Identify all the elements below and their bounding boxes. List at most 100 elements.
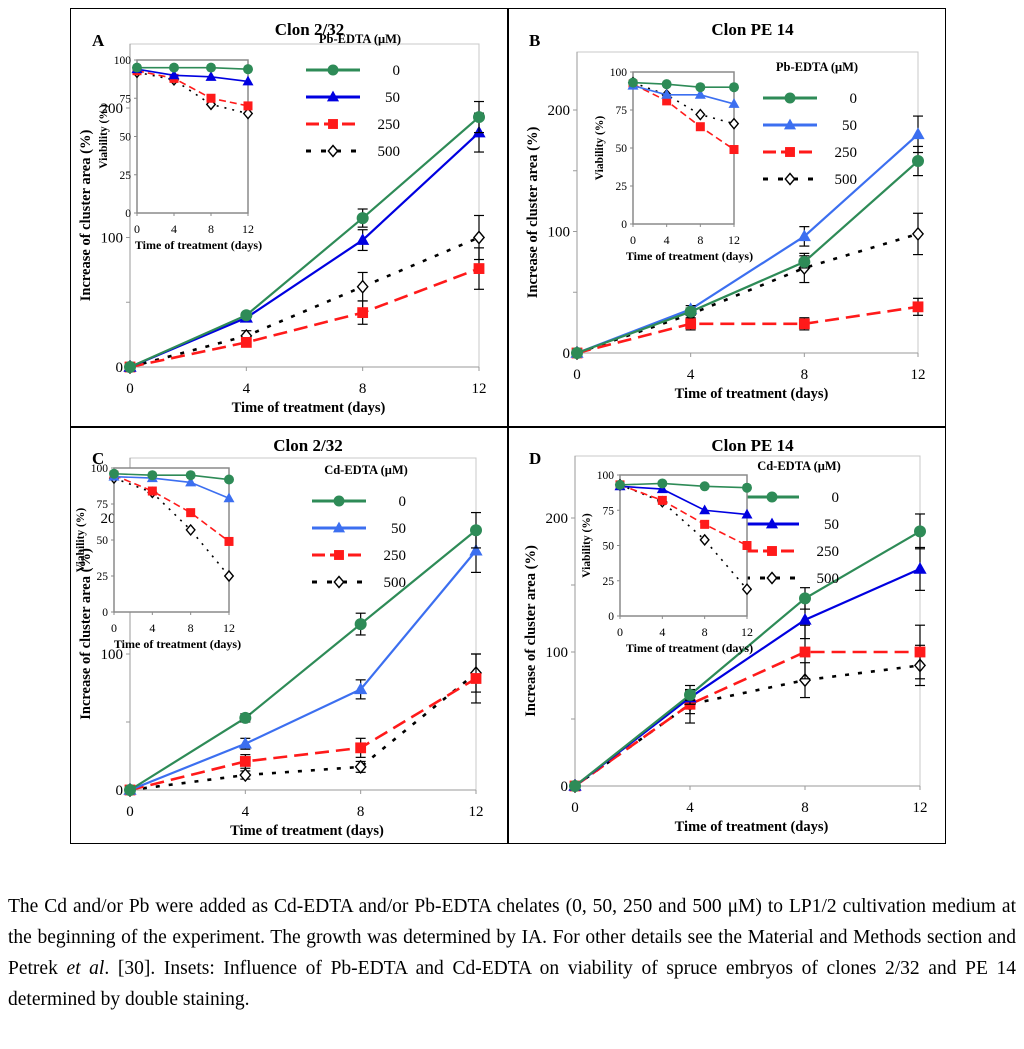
inset-plot-area (619, 474, 748, 617)
series-line-250 (576, 305, 919, 355)
series-0 (571, 145, 924, 359)
data-point (799, 646, 811, 658)
inset-plot-area (136, 59, 249, 214)
legend-label: 50 (385, 90, 400, 106)
data-point (239, 756, 251, 767)
legend-item-500: 500 (306, 144, 400, 160)
data-point (239, 711, 252, 724)
data-point (240, 309, 253, 322)
inset-data-point (109, 468, 119, 479)
inset-y-tick-label: 75 (616, 105, 628, 117)
inset-data-point (147, 486, 157, 496)
inset-y-tick-label: 50 (97, 535, 109, 547)
legend-item-250: 250 (306, 117, 400, 133)
x-tick-label: 12 (911, 367, 926, 383)
x-tick-label: 4 (687, 367, 695, 383)
legend-label: 250 (817, 544, 840, 560)
series-line-250 (129, 677, 477, 792)
inset-y-tick-label: 25 (616, 181, 628, 193)
data-point (239, 767, 252, 783)
inset-data-point (742, 482, 752, 493)
data-point (357, 307, 369, 319)
inset-series-0 (132, 62, 253, 75)
inset-y-tick-label: 75 (603, 505, 615, 517)
data-point (914, 525, 926, 538)
inset-x-tick-label: 12 (223, 621, 235, 635)
inset-data-point (695, 82, 706, 93)
inset-x-axis-label: Time of treatment (days) (626, 249, 753, 263)
chart-title: Clon 2/32 (273, 436, 342, 455)
legend-label: 500 (378, 144, 401, 160)
inset-data-point (243, 64, 253, 75)
figure-frame (70, 8, 946, 844)
legend-marker (765, 517, 779, 529)
inset-y-tick-label: 75 (120, 93, 132, 105)
inset-data-point (169, 62, 179, 73)
inset-data-point (741, 583, 753, 596)
inset-series-line-50 (632, 84, 735, 105)
data-point (355, 742, 367, 754)
inset-x-tick-label: 4 (171, 222, 177, 236)
legend-item-250: 250 (763, 145, 857, 161)
data-point (473, 263, 485, 274)
inset-data-point (700, 519, 710, 529)
inset-x-tick-label: 12 (728, 233, 740, 247)
legend-label: 0 (850, 91, 858, 107)
inset-data-point (243, 101, 253, 111)
legend-label: 250 (378, 117, 401, 133)
y-tick-label: 100 (101, 647, 124, 663)
data-point (684, 305, 697, 318)
inset-data-point (657, 478, 668, 489)
legend-marker (783, 118, 797, 130)
inset-data-point (185, 523, 196, 537)
legend-title: Pb-EDTA (μM) (776, 60, 858, 74)
y-tick-label: 100 (548, 225, 571, 241)
inset-x-axis-label: Time of treatment (days) (135, 238, 262, 252)
inset-data-point (224, 536, 234, 546)
data-point (684, 688, 696, 701)
legend-item-50: 50 (745, 517, 839, 533)
legend-marker (326, 90, 340, 102)
data-point (798, 673, 812, 688)
inset-data-point (628, 77, 638, 88)
y-axis-label: Increase of cluster area (%) (78, 548, 94, 720)
legend-label: 50 (391, 521, 406, 537)
inset-data-point (242, 75, 254, 86)
legend-marker (327, 144, 339, 158)
legend-title: Cd-EDTA (μM) (324, 463, 408, 477)
inset-y-axis-label: Viability (%) (98, 104, 110, 169)
inset-y-tick-label: 50 (603, 541, 615, 553)
x-tick-label: 8 (801, 367, 809, 383)
panel-label: A (92, 31, 105, 50)
inset-data-point (186, 508, 196, 518)
inset-y-tick-label: 0 (102, 607, 108, 619)
inset-data-point (185, 476, 197, 487)
x-tick-label: 8 (357, 804, 365, 820)
x-tick-label: 0 (571, 800, 579, 816)
y-tick-label: 200 (548, 103, 571, 119)
x-tick-label: 0 (126, 804, 134, 820)
legend-label: 0 (399, 494, 407, 510)
x-tick-label: 12 (913, 800, 928, 816)
data-point (356, 212, 369, 225)
x-tick-label: 0 (126, 381, 134, 397)
y-tick-label: 100 (101, 231, 124, 247)
legend-item-0: 0 (306, 63, 400, 79)
chart-title: Clon PE 14 (711, 436, 794, 455)
inset-data-point (147, 470, 158, 481)
data-point (799, 592, 811, 605)
series-500 (123, 653, 483, 798)
inset-x-tick-label: 8 (208, 222, 214, 236)
inset-data-point (699, 504, 711, 515)
legend-marker (333, 495, 345, 507)
inset-x-tick-label: 12 (741, 625, 753, 639)
series-500 (568, 644, 927, 794)
legend-label: 50 (842, 118, 857, 134)
inset-y-tick-label: 75 (97, 499, 109, 511)
series-line-500 (129, 236, 480, 369)
legend-item-500: 500 (763, 172, 857, 188)
series-line-50 (129, 549, 477, 792)
